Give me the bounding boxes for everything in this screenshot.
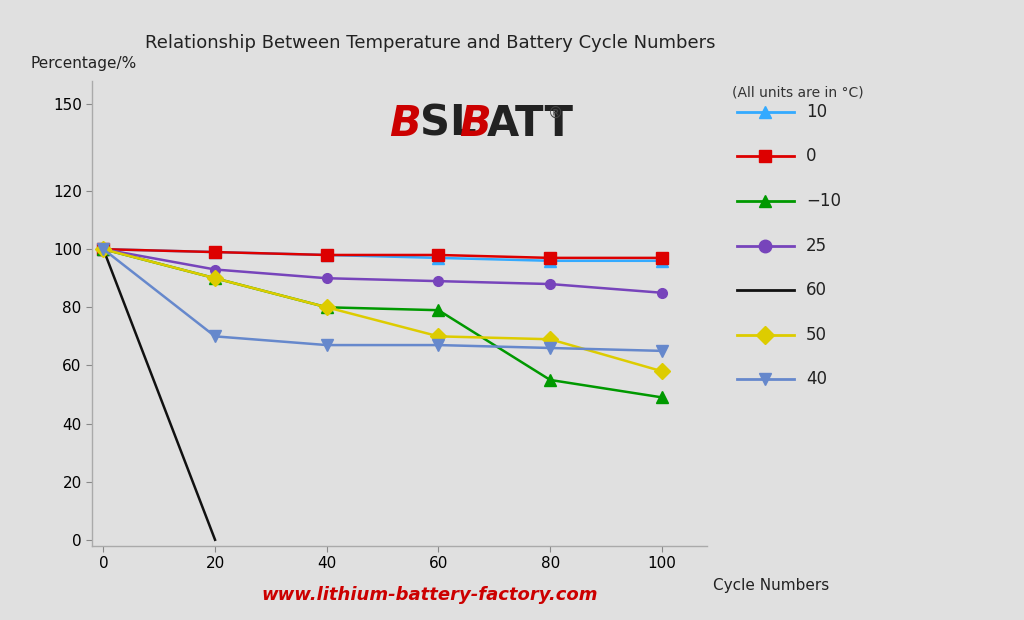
- Text: www.lithium-battery-factory.com: www.lithium-battery-factory.com: [262, 587, 598, 604]
- Line: 60: 60: [103, 249, 215, 540]
- 40: [97, 246, 110, 253]
- 50: [209, 275, 221, 282]
- 10: [209, 249, 221, 256]
- Text: 50: 50: [806, 326, 827, 344]
- Text: −10: −10: [806, 192, 841, 210]
- 25: [655, 289, 668, 296]
- Text: SL: SL: [420, 103, 476, 145]
- 50: [432, 332, 444, 340]
- 40: [655, 347, 668, 355]
- 25: [321, 275, 333, 282]
- 10: [544, 257, 556, 265]
- 10: [97, 246, 110, 253]
- −10: [432, 306, 444, 314]
- 10: [432, 254, 444, 262]
- 10: [655, 257, 668, 265]
- Text: 10: 10: [806, 102, 827, 121]
- −10: [97, 246, 110, 253]
- 25: [544, 280, 556, 288]
- −10: [655, 394, 668, 401]
- 25: [209, 266, 221, 273]
- −10: [321, 304, 333, 311]
- Text: Cycle Numbers: Cycle Numbers: [713, 578, 829, 593]
- 25: [97, 246, 110, 253]
- Text: ®: ®: [548, 105, 563, 120]
- Text: (All units are in °C): (All units are in °C): [732, 85, 864, 99]
- Line: 0: 0: [97, 243, 668, 264]
- 0: [209, 249, 221, 256]
- Line: 25: 25: [98, 244, 667, 298]
- −10: [209, 275, 221, 282]
- 40: [209, 332, 221, 340]
- Text: 60: 60: [806, 281, 827, 299]
- 0: [432, 251, 444, 259]
- Text: Percentage/%: Percentage/%: [31, 56, 137, 71]
- Line: 40: 40: [97, 243, 668, 357]
- 50: [97, 246, 110, 253]
- 25: [432, 277, 444, 285]
- 40: [321, 342, 333, 349]
- 0: [544, 254, 556, 262]
- Line: −10: −10: [97, 243, 668, 404]
- 40: [432, 342, 444, 349]
- Text: B: B: [459, 103, 490, 145]
- Text: 0: 0: [806, 147, 816, 166]
- 10: [321, 251, 333, 259]
- Line: 50: 50: [97, 244, 668, 377]
- Line: 10: 10: [97, 244, 668, 267]
- 0: [321, 251, 333, 259]
- 50: [655, 368, 668, 375]
- 50: [321, 304, 333, 311]
- 60: [209, 536, 221, 544]
- 0: [655, 254, 668, 262]
- Text: 25: 25: [806, 236, 827, 255]
- Text: Relationship Between Temperature and Battery Cycle Numbers: Relationship Between Temperature and Bat…: [144, 34, 716, 52]
- 0: [97, 246, 110, 253]
- Text: 40: 40: [806, 370, 827, 389]
- −10: [544, 376, 556, 384]
- Text: ATT: ATT: [486, 103, 573, 145]
- Text: B: B: [389, 103, 421, 145]
- 40: [544, 344, 556, 352]
- 50: [544, 335, 556, 343]
- 60: [97, 246, 110, 253]
